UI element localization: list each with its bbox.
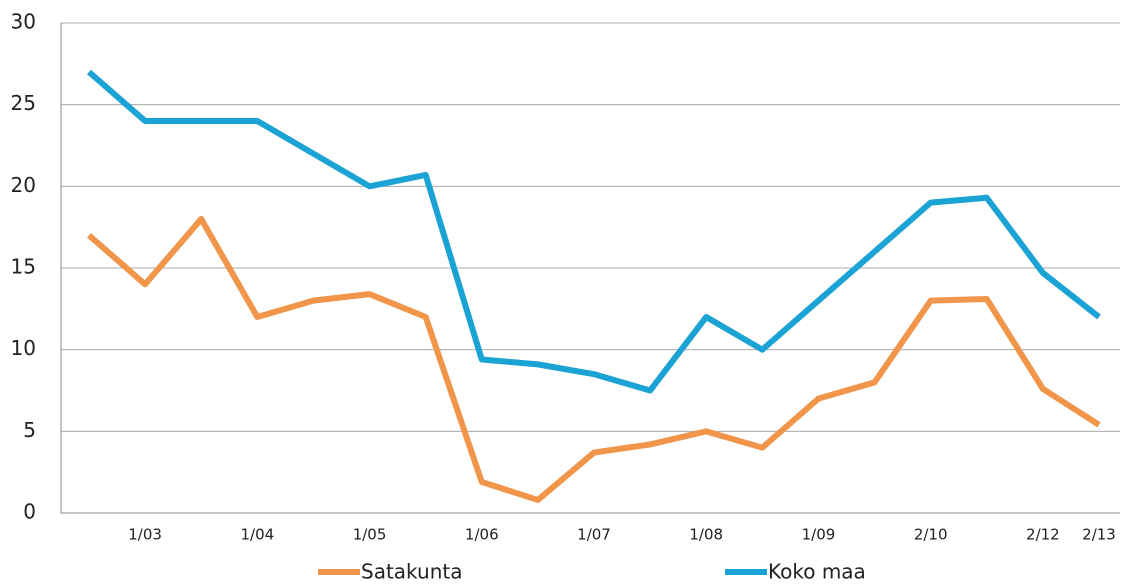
y-tick-label: 5 [23,418,36,442]
x-tick-label: 2/10 [914,526,948,544]
x-tick-label: 2/12 [1026,526,1060,544]
y-tick-label: 15 [11,255,36,279]
legend-label: Satakunta [361,560,462,584]
x-tick-label: 2/13 [1082,526,1116,544]
y-tick-label: 0 [23,500,36,524]
series-line [87,216,1101,503]
x-tick-label: 1/06 [465,526,499,544]
x-tick-label: 1/08 [689,526,723,544]
series-line [87,69,1101,394]
x-tick-label: 1/03 [128,526,162,544]
y-tick-label: 30 [11,10,36,34]
y-tick-label: 10 [11,336,36,360]
y-tick-label: 20 [11,173,36,197]
legend-label: Koko maa [768,560,866,584]
x-tick-label: 1/09 [802,526,836,544]
x-tick-label: 1/04 [240,526,274,544]
y-tick-label: 25 [11,91,36,115]
x-tick-label: 1/07 [577,526,611,544]
x-tick-label: 1/05 [353,526,387,544]
